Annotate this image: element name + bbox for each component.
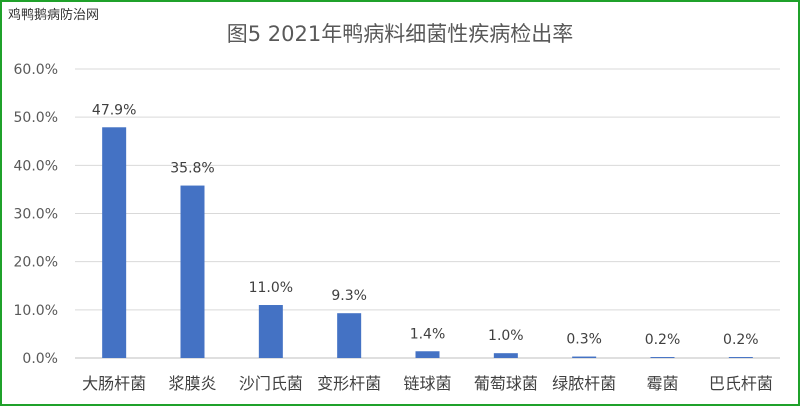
category-label: 巴氏杆菌 <box>709 374 773 393</box>
bar <box>650 357 675 358</box>
bar <box>337 313 362 358</box>
data-labels: 47.9% 35.8% 11.0% 9.3% 1.4% 1.0% 0.3% 0.2% 0.2% <box>92 102 759 348</box>
data-label: 1.0% <box>488 328 524 344</box>
y-tick-label: 10.0% <box>14 303 58 319</box>
data-label: 0.2% <box>723 332 759 348</box>
y-tick-label: 30.0% <box>14 207 58 223</box>
watermark: 鸡鸭鹅病防治网 <box>8 8 100 23</box>
data-label: 0.2% <box>645 332 681 348</box>
y-tick-label: 50.0% <box>14 110 58 126</box>
category-label: 浆膜炎 <box>168 374 216 393</box>
data-label: 9.3% <box>331 288 367 304</box>
bar <box>415 351 440 358</box>
category-label: 沙门氏菌 <box>239 374 303 393</box>
category-label: 变形杆菌 <box>317 374 381 393</box>
category-label: 大肠杆菌 <box>82 374 146 393</box>
category-label: 绿脓杆菌 <box>552 374 616 393</box>
category-label: 葡萄球菌 <box>474 374 538 393</box>
y-tick-label: 0.0% <box>22 351 58 367</box>
data-label: 35.8% <box>170 161 214 177</box>
category-label: 霉菌 <box>646 374 678 393</box>
y-tick-label: 60.0% <box>14 62 58 78</box>
category-label: 链球菌 <box>403 374 451 393</box>
bar <box>258 305 283 358</box>
bars <box>102 127 753 358</box>
y-tick-label: 20.0% <box>14 255 58 271</box>
bar <box>180 185 205 358</box>
data-label: 11.0% <box>249 280 293 296</box>
bar <box>102 127 127 358</box>
chart-title: 图5 2021年鸭病料细菌性疾病检出率 <box>226 22 574 46</box>
data-label: 1.4% <box>410 326 446 342</box>
bar <box>572 356 597 358</box>
y-axis-ticks: 0.0% 10.0% 20.0% 30.0% 40.0% 50.0% 60.0% <box>14 62 58 367</box>
category-labels: 大肠杆菌 浆膜炎 沙门氏菌 变形杆菌 链球菌 葡萄球菌 绿脓杆菌 霉菌 巴氏杆菌 <box>82 374 773 393</box>
data-label: 0.3% <box>566 332 602 348</box>
y-tick-label: 40.0% <box>14 158 58 174</box>
bar <box>728 357 753 358</box>
bar <box>493 353 518 358</box>
data-label: 47.9% <box>92 102 136 118</box>
